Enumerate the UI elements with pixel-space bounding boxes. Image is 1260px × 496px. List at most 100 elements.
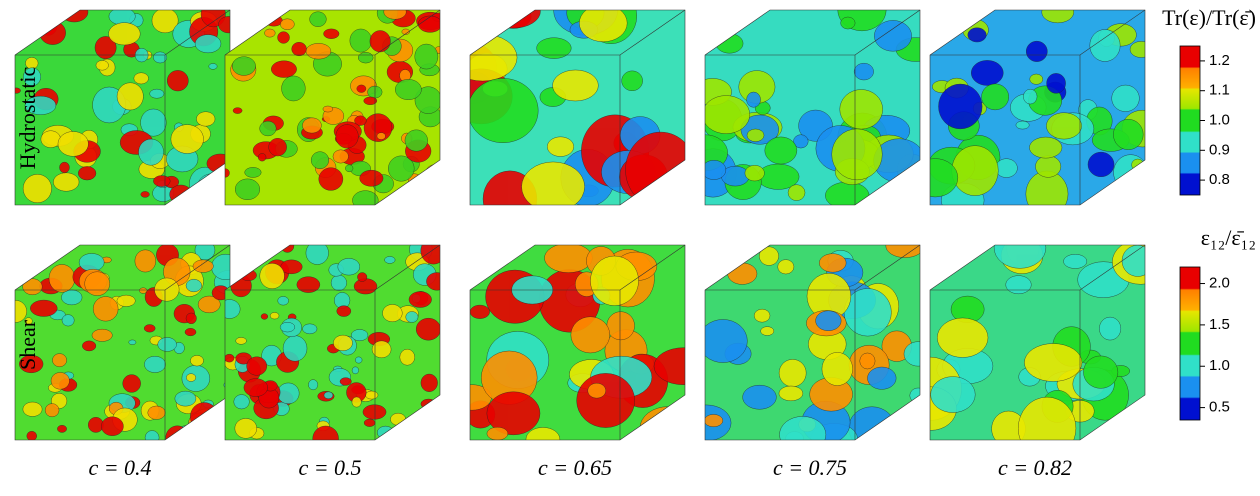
foam-spot (639, 406, 685, 440)
foam-spot (309, 11, 327, 27)
foam-spot (84, 271, 110, 296)
foam-spot (760, 326, 775, 336)
foam-spot (232, 56, 256, 76)
foam-spot (938, 83, 983, 130)
foam-spot (44, 403, 60, 418)
foam-spot (144, 356, 166, 373)
foam-spot (1087, 151, 1115, 177)
foam-spot (336, 305, 352, 317)
cube-outline (929, 9, 1146, 206)
foam-spot (225, 168, 230, 178)
foam-spot (330, 274, 347, 291)
foam-spot (305, 245, 329, 265)
foam-spot (39, 22, 50, 29)
foam-spot (395, 79, 422, 100)
foam-spot (94, 36, 117, 60)
foam-spot (587, 382, 606, 399)
foam-spot (398, 186, 426, 205)
foam-spot (1063, 254, 1088, 269)
foam-spot (753, 308, 771, 323)
foam-spot (237, 255, 251, 268)
foam-cube (705, 10, 920, 205)
foam-spot (200, 10, 226, 28)
foam-spot (170, 124, 204, 154)
foam-spot (101, 416, 124, 436)
foam-spot (140, 191, 150, 198)
foam-spot (259, 120, 277, 137)
foam-spot (1113, 154, 1145, 191)
foam-spot (420, 245, 440, 265)
foam-spot (1018, 396, 1077, 440)
foam-spot (903, 341, 920, 367)
foam-spot (349, 28, 372, 53)
foam-spot (240, 269, 257, 281)
colorbar (1179, 45, 1201, 196)
foam-spot (140, 108, 167, 137)
foam-spot (302, 323, 318, 335)
foam-spot (345, 164, 354, 173)
foam-spot (91, 328, 113, 342)
foam-spot (189, 166, 222, 201)
foam-spot (1083, 355, 1119, 389)
foam-spot (470, 33, 518, 82)
foam-spot (190, 355, 204, 367)
foam-spot (552, 69, 599, 102)
foam-spot (353, 278, 378, 295)
foam-spot (225, 299, 241, 319)
foam-spot (235, 178, 260, 200)
foam-cube (470, 10, 685, 205)
foam-spot (705, 319, 748, 363)
foam-spot (192, 259, 214, 273)
foam-spot (305, 43, 332, 60)
foam-spot (339, 377, 352, 386)
foam-spot (271, 60, 297, 78)
foam-spot (951, 145, 999, 196)
foam-spot (39, 20, 66, 45)
foam-spot (787, 184, 806, 201)
foam-spot (821, 352, 853, 386)
foam-spot (376, 132, 386, 140)
foam-spot (351, 366, 359, 375)
foam-spot (1026, 40, 1048, 62)
foam-spot (279, 322, 296, 333)
foam-spot (777, 259, 795, 275)
colorbar-tick-label: 2.0 (1209, 275, 1230, 292)
foam-spot (351, 396, 362, 408)
foam-spot (122, 374, 141, 393)
foam-spot (60, 10, 89, 23)
foam-spot (116, 82, 144, 111)
colorbar-tick-label: 1.0 (1209, 357, 1230, 374)
foam-spot (547, 136, 574, 157)
foam-spot (819, 253, 847, 273)
foam-spot (742, 384, 777, 410)
colorbar-tick-label: 1.5 (1209, 316, 1230, 333)
foam-spot (420, 398, 437, 409)
foam-spot (194, 34, 222, 54)
foam-spot (486, 426, 509, 440)
foam-spot (108, 22, 141, 46)
foam-spot (128, 339, 137, 345)
foam-spot (259, 263, 285, 289)
foam-spot (930, 158, 959, 198)
foam-spot (759, 246, 779, 266)
foam-spot (22, 401, 43, 417)
panels (14, 9, 1146, 441)
foam-spot (971, 60, 1004, 86)
foam-spot (1099, 316, 1122, 341)
foam-spot (57, 131, 89, 157)
foam-spot (363, 96, 378, 105)
foam-spot (1046, 73, 1066, 94)
foam-spot (277, 382, 300, 405)
foam-spot (185, 279, 202, 293)
foam-spot (52, 353, 67, 368)
foam-spot (746, 128, 765, 142)
foam-spot (335, 124, 359, 149)
cube-outline (929, 244, 1146, 441)
foam-spot (859, 352, 876, 370)
foam-cube (930, 245, 1145, 440)
foam-spot (1111, 84, 1140, 112)
foam-spot (746, 91, 761, 108)
foam-spot (243, 378, 268, 397)
foam-spot (371, 340, 392, 359)
foam-spot (778, 385, 804, 402)
